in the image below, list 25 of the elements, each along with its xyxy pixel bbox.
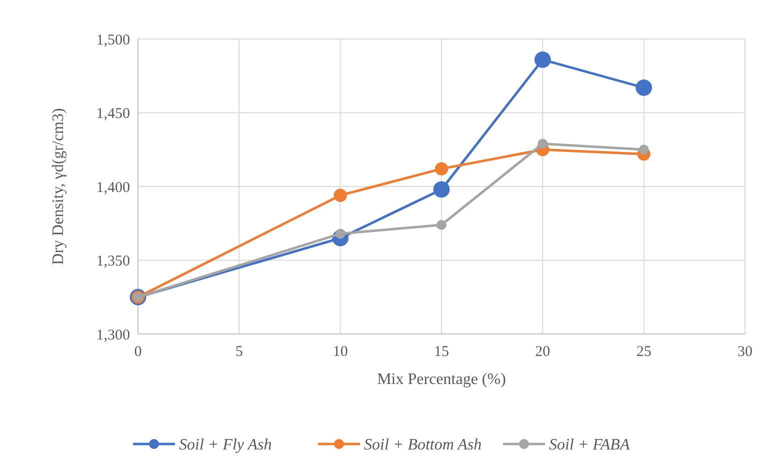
y-tick-label: 1,300 (96, 327, 130, 344)
x-tick-label: 0 (134, 344, 142, 360)
x-axis-title: Mix Percentage (%) (377, 371, 506, 388)
point (436, 220, 446, 230)
x-tick-label: 20 (535, 344, 550, 360)
x-tick-label: 15 (434, 344, 449, 360)
point (434, 162, 448, 176)
y-tick-label: 1,350 (96, 254, 130, 270)
x-tick-label: 10 (332, 344, 348, 360)
y-tick-label: 1,400 (96, 180, 130, 196)
y-tick-label: 1,450 (96, 106, 130, 122)
point (334, 188, 347, 202)
legend-label: Soil + FABA (549, 436, 630, 454)
x-tick-label: 25 (636, 344, 652, 360)
legend-label: Soil + Fly Ash (179, 436, 272, 454)
point (534, 51, 551, 68)
point (538, 138, 548, 149)
point (638, 144, 649, 155)
x-tick-label: 30 (738, 344, 752, 360)
point (636, 79, 652, 96)
legend-label: Soil + Bottom Ash (364, 436, 482, 454)
y-tick-label: 1,500 (96, 32, 130, 48)
y-axis-title: Dry Density, γd(gr/cm3) (50, 108, 67, 265)
x-tick-label: 5 (235, 344, 243, 360)
point (433, 181, 450, 198)
